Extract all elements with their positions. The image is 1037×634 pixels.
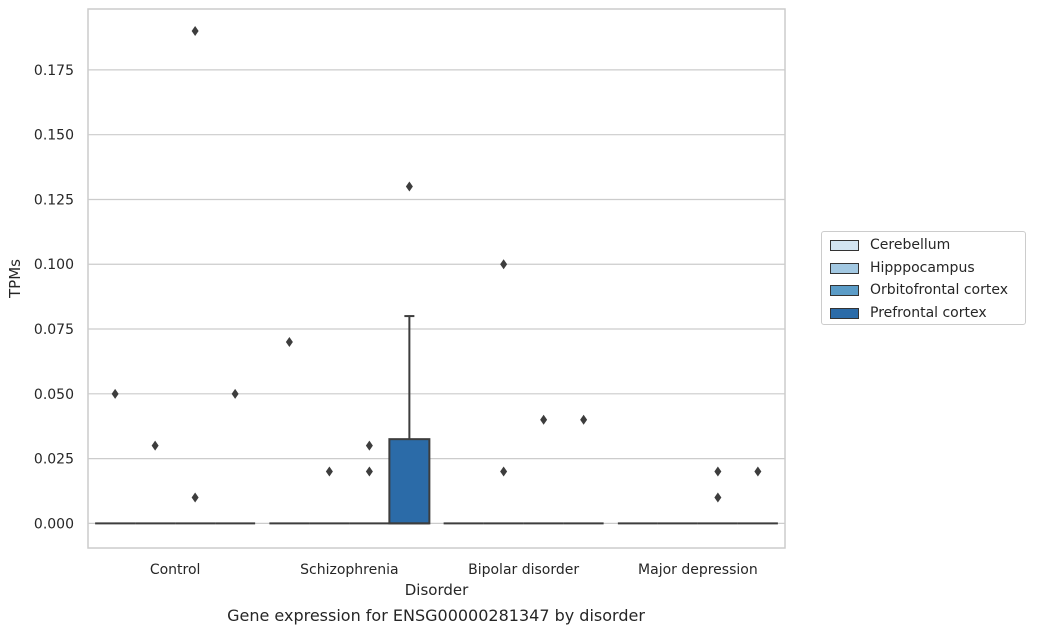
chart-caption: Gene expression for ENSG00000281347 by d… xyxy=(227,606,645,625)
legend: Cerebellum Hipppocampus Orbitofrontal co… xyxy=(821,231,1026,325)
outlier-point xyxy=(191,492,199,503)
outlier-point xyxy=(500,466,508,477)
outlier-point xyxy=(325,466,333,477)
legend-label: Hipppocampus xyxy=(870,260,975,276)
legend-swatch-hippocampus xyxy=(830,262,859,274)
outlier-point xyxy=(365,466,373,477)
y-tick-label: 0.125 xyxy=(34,192,74,208)
legend-swatch-cerebellum xyxy=(830,239,859,251)
outlier-point xyxy=(714,492,722,503)
y-axis-label: TPMs xyxy=(6,259,24,299)
x-tick-label: Bipolar disorder xyxy=(468,562,579,578)
outlier-point xyxy=(285,336,293,347)
outlier-point xyxy=(540,414,548,425)
outlier-point xyxy=(191,26,199,37)
x-axis-label: Disorder xyxy=(405,581,469,599)
y-tick-label: 0.100 xyxy=(34,257,74,273)
outlier-point xyxy=(405,181,413,192)
legend-item: Cerebellum xyxy=(830,235,950,255)
legend-item: Hipppocampus xyxy=(830,258,975,278)
legend-item: Orbitofrontal cortex xyxy=(830,280,1008,300)
outlier-point xyxy=(500,259,508,270)
x-tick-label: Control xyxy=(150,562,201,578)
x-tick-label: Schizophrenia xyxy=(300,562,398,578)
box-prefrontal-cortex xyxy=(388,438,431,525)
outlier-point xyxy=(754,466,762,477)
legend-label: Prefrontal cortex xyxy=(870,305,987,321)
legend-swatch-orbitofrontal xyxy=(830,284,859,296)
y-tick-label: 0.150 xyxy=(34,128,74,144)
y-tick-label: 0.175 xyxy=(34,63,74,79)
y-tick-label: 0.075 xyxy=(34,322,74,338)
outlier-point xyxy=(714,466,722,477)
x-tick-label: Major depression xyxy=(638,562,758,578)
plot-frame xyxy=(87,8,786,549)
outlier-point xyxy=(365,440,373,451)
outlier-point xyxy=(231,388,239,399)
legend-label: Cerebellum xyxy=(870,237,951,253)
legend-label: Orbitofrontal cortex xyxy=(870,282,1008,298)
legend-item: Prefrontal cortex xyxy=(830,303,987,323)
outlier-point xyxy=(151,440,159,451)
y-tick-label: 0.025 xyxy=(34,452,74,468)
outlier-point xyxy=(111,388,119,399)
legend-swatch-prefrontal xyxy=(830,307,859,319)
outlier-point xyxy=(580,414,588,425)
y-tick-label: 0.000 xyxy=(34,516,74,532)
y-tick-label: 0.050 xyxy=(34,387,74,403)
